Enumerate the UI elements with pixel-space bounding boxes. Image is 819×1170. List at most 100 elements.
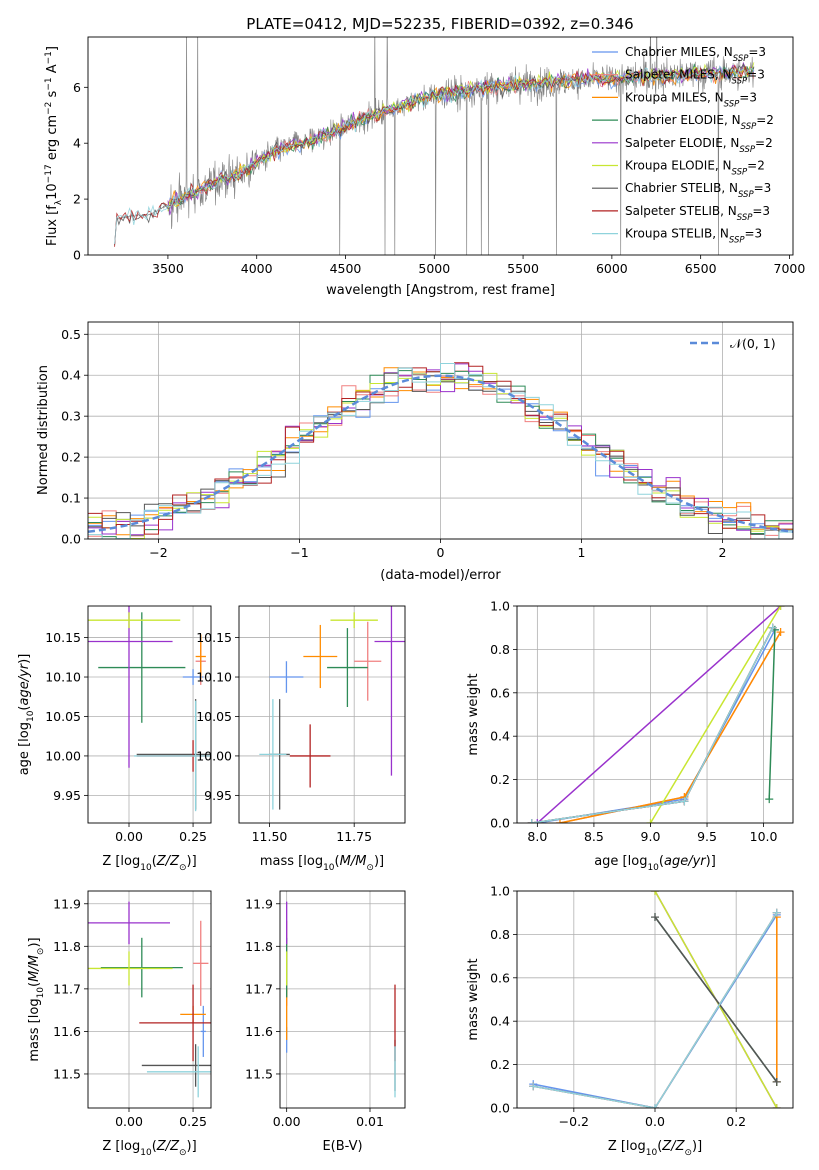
mass-weight-marker xyxy=(651,891,659,895)
plot-area xyxy=(88,606,211,812)
y-tick-label: 0.4 xyxy=(61,368,81,383)
x-tick-label: 11.50 xyxy=(252,829,288,844)
y-tick-label: 2 xyxy=(73,192,81,207)
y-tick-label: 0.2 xyxy=(490,1057,510,1072)
y-tick-label: 0.1 xyxy=(61,491,81,506)
x-axis-label: wavelength [Angstrom, rest frame] xyxy=(326,283,555,298)
y-tick-label: 6 xyxy=(73,80,81,95)
y-tick-label: 10.10 xyxy=(45,670,81,685)
y-tick-label: 10.15 xyxy=(196,630,232,645)
x-tick-label: 9.0 xyxy=(641,829,661,844)
legend-entry: 𝒩(0, 1) xyxy=(730,336,776,351)
y-tick-label: 10.00 xyxy=(196,748,232,763)
legend-entry: Salpeter STELIB, NSSP=3 xyxy=(625,204,770,223)
mass-weight-marker xyxy=(646,819,655,823)
x-tick-label: 6500 xyxy=(685,261,717,276)
y-tick-label: 1.0 xyxy=(490,599,510,614)
axes-frame xyxy=(87,890,212,1109)
y-tick-label: 0.6 xyxy=(490,685,510,700)
histogram-steps xyxy=(88,372,793,539)
plot-area xyxy=(259,606,405,810)
y-tick-label: 11.5 xyxy=(53,1066,81,1081)
x-tick-label: 1 xyxy=(578,545,586,560)
y-tick-label: 1.0 xyxy=(490,884,510,899)
x-tick-label: 0.2 xyxy=(726,1114,746,1129)
y-tick-label: 0.0 xyxy=(490,816,510,831)
x-axis-label: Z [log10(Z/Z⊙)] xyxy=(102,854,196,873)
y-tick-label: 0.6 xyxy=(490,970,510,985)
mass-vs-metallicity-panel: 0.00 0.25 11.5 11.6 11.7 11.8 11.9 Z [log10(Z/Z… xyxy=(27,890,212,1158)
y-tick-label: 0.3 xyxy=(61,409,81,424)
y-tick-label: 11.9 xyxy=(245,896,273,911)
legend-entry: Chabrier MILES, NSSP=3 xyxy=(625,45,766,64)
y-tick-label: 0.4 xyxy=(490,729,510,744)
y-tick-label: 0 xyxy=(73,248,81,263)
x-axis-label: Z [log10(Z/Z⊙)] xyxy=(102,1139,196,1158)
histogram-steps xyxy=(88,363,793,539)
mass-weight-marker xyxy=(772,908,781,917)
x-axis-label: (data-model)/error xyxy=(380,568,501,583)
y-tick-label: 10.05 xyxy=(196,709,232,724)
x-tick-label: 0.25 xyxy=(179,1114,207,1129)
y-tick-label: 11.6 xyxy=(245,1024,273,1039)
legend-entry: Kroupa MILES, NSSP=3 xyxy=(625,90,757,109)
x-axis-label: E(B-V) xyxy=(322,1139,362,1154)
x-tick-label: 6000 xyxy=(596,261,628,276)
x-tick-label: −1 xyxy=(290,545,308,560)
mass-weight-marker xyxy=(651,1104,659,1108)
x-tick-label: 2 xyxy=(719,545,727,560)
y-tick-label: 10.00 xyxy=(45,748,81,763)
mass-weight-marker xyxy=(680,797,689,806)
mass-weight-line xyxy=(768,629,776,800)
mass-weight-marker xyxy=(772,1077,781,1086)
x-tick-label: 4000 xyxy=(241,261,273,276)
mass-weight-marker xyxy=(772,1104,781,1108)
model-spectrum-line xyxy=(167,61,755,215)
y-tick-label: 11.9 xyxy=(53,896,81,911)
y-tick-label: 10.15 xyxy=(45,630,81,645)
y-tick-label: 0.0 xyxy=(61,532,81,547)
age-vs-mass-panel: 11.50 11.75 9.95 10.00 10.05 10.10 10.15 mass [… xyxy=(196,605,406,873)
x-tick-label: 9.5 xyxy=(697,829,717,844)
x-axis-label: Z [log10(Z/Z⊙)] xyxy=(608,1139,702,1158)
plot-area xyxy=(527,606,785,823)
y-tick-label: 11.7 xyxy=(53,981,81,996)
x-tick-label: 0.0 xyxy=(645,1114,665,1129)
x-tick-label: 11.75 xyxy=(336,829,372,844)
y-tick-label: 10.05 xyxy=(45,709,81,724)
plot-area xyxy=(88,901,211,1098)
axes-frame xyxy=(238,605,406,824)
legend-entry: Chabrier ELODIE, NSSP=2 xyxy=(625,113,774,132)
y-tick-label: 0.0 xyxy=(490,1101,510,1116)
x-tick-label: 5000 xyxy=(418,261,450,276)
mass-weight-vs-metallicity-panel: −0.2 0.0 0.2 0.0 0.2 0.4 0.6 0.8 1.0 Z [log10(Z/Z… xyxy=(466,884,794,1158)
mass-weight-marker xyxy=(555,819,564,823)
mass-weight-marker xyxy=(776,606,785,610)
figure-title: PLATE=0412, MJD=52235, FIBERID=0392, z=0… xyxy=(246,15,633,33)
y-axis-label: Normed distribution xyxy=(36,365,51,495)
mass-weight-marker xyxy=(651,913,659,922)
legend-entry: Salpeter ELODIE, NSSP=2 xyxy=(625,136,773,155)
y-tick-label: 9.95 xyxy=(204,788,232,803)
y-tick-label: 11.6 xyxy=(53,1024,81,1039)
axes-frame xyxy=(279,890,406,1109)
y-tick-label: 11.8 xyxy=(245,939,273,954)
age-vs-metallicity-panel: 0.00 0.25 9.95 10.00 10.05 10.10 10.15 Z [log10… xyxy=(17,605,212,873)
legend: Chabrier MILES, NSSP=3 Salpeter MILES, NS… xyxy=(592,45,774,246)
y-tick-label: 11.8 xyxy=(53,939,81,954)
mass-weight-marker xyxy=(529,1082,538,1091)
mass-weight-vs-age-panel: 8.0 8.5 9.0 9.5 10.0 0.0 0.2 0.4 0.6 0.8 1.0 age [l… xyxy=(466,599,794,873)
y-tick-label: 4 xyxy=(73,136,81,151)
x-tick-label: 0.00 xyxy=(115,1114,143,1129)
model-spectrum-line xyxy=(114,65,755,245)
mass-vs-ebv-panel: 0.00 0.01 11.5 11.6 11.7 11.8 11.9 E(B-V) xyxy=(245,890,406,1154)
mass-weight-line xyxy=(654,916,778,1083)
x-axis-label: mass [log10(M/M⊙)] xyxy=(260,854,384,873)
y-tick-label: 0.8 xyxy=(490,642,510,657)
y-tick-label: 0.5 xyxy=(61,327,81,342)
mass-weight-line xyxy=(536,606,782,823)
axes-frame xyxy=(87,36,794,256)
legend-entry: Kroupa ELODIE, NSSP=2 xyxy=(625,159,765,178)
x-axis-label: age [log10(age/yr)] xyxy=(594,854,716,873)
